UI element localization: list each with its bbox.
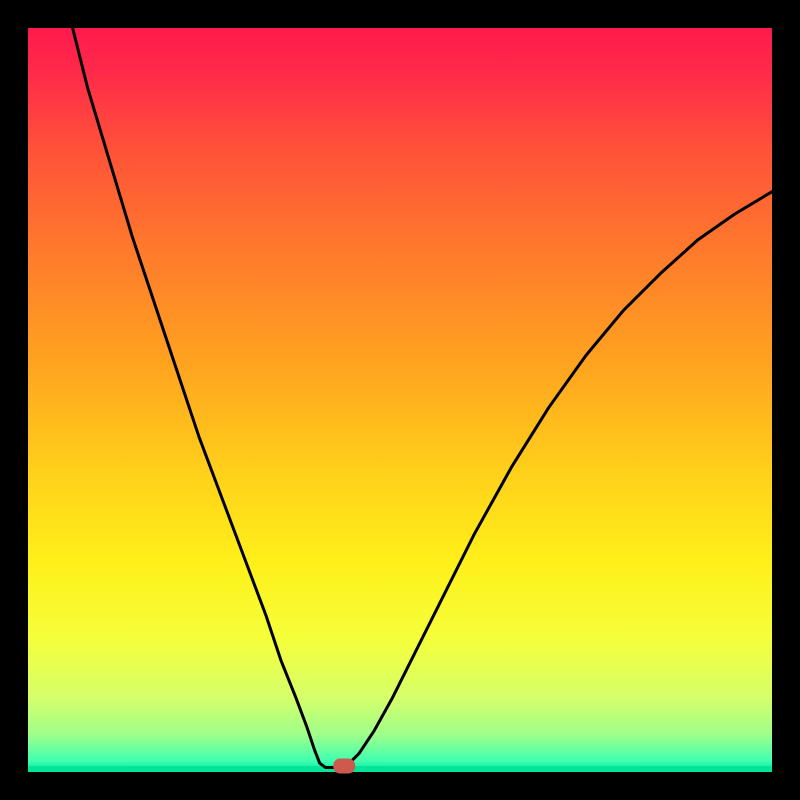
bottleneck-curve-chart <box>0 0 800 800</box>
chart-frame: TheBottleneck.com <box>0 0 800 800</box>
optimal-point-marker <box>333 759 355 774</box>
plot-background <box>28 28 772 772</box>
plot-bottom-accent <box>28 766 772 772</box>
